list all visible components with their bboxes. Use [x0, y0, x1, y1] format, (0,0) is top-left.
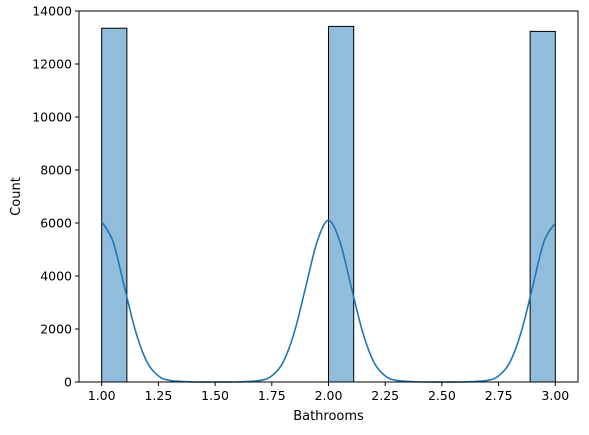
histogram-bar: [529, 30, 556, 383]
x-tick-label: 2.00: [315, 388, 343, 403]
x-tick-label: 1.50: [201, 388, 229, 403]
histogram-bar: [328, 25, 355, 383]
x-tick-label: 2.25: [371, 388, 399, 403]
histogram-bar: [101, 27, 128, 383]
y-tick-label: 4000: [40, 269, 72, 284]
y-axis-label: Count: [9, 177, 24, 216]
kde-line: [100, 219, 557, 383]
bars-layer: [101, 25, 556, 383]
x-axis-label: Bathrooms: [293, 409, 364, 424]
kde-layer: [100, 219, 557, 383]
y-tick-label: 8000: [40, 163, 72, 178]
y-tick-label: 12000: [32, 57, 72, 72]
y-tick-label: 14000: [32, 4, 72, 19]
x-tick-label: 2.75: [485, 388, 513, 403]
x-tick-label: 1.25: [144, 388, 172, 403]
x-tick-label: 3.00: [541, 388, 569, 403]
y-tick-label: 2000: [40, 322, 72, 337]
x-axis-ticks: 1.00 1.25 1.50 1.75 2.00 2.25 2.50 2.75 3.00: [88, 382, 569, 403]
y-tick-label: 6000: [40, 216, 72, 231]
y-axis-ticks: 0 2000 4000 6000 8000 10000 12000 14000: [32, 4, 79, 390]
y-tick-label: 0: [64, 375, 72, 390]
x-tick-label: 2.50: [428, 388, 456, 403]
y-tick-label: 10000: [32, 110, 72, 125]
x-tick-label: 1.75: [258, 388, 286, 403]
x-tick-label: 1.00: [88, 388, 116, 403]
